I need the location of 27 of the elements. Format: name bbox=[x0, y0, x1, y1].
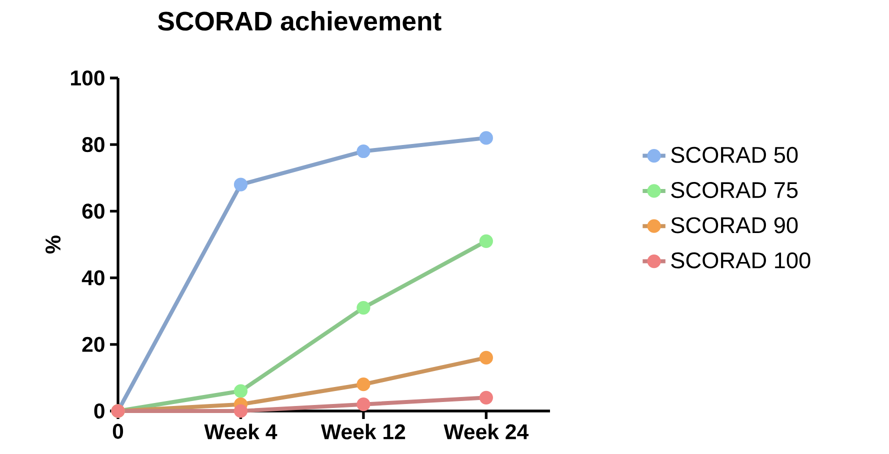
x-tick-label: Week 24 bbox=[444, 424, 529, 440]
point bbox=[234, 178, 248, 192]
legend-label: SCORAD 50 bbox=[671, 146, 798, 163]
y-tick-label: 0 bbox=[94, 403, 104, 419]
point bbox=[356, 378, 370, 392]
y-tick-label: 60 bbox=[82, 204, 104, 219]
legend-label: SCORAD 100 bbox=[671, 252, 810, 268]
x-tick-label: 0 bbox=[112, 424, 124, 439]
point bbox=[479, 234, 493, 248]
point bbox=[234, 404, 248, 418]
y-tick-label: 40 bbox=[82, 270, 104, 286]
y-tick-label: 100 bbox=[71, 70, 104, 86]
point bbox=[356, 300, 370, 315]
point bbox=[234, 384, 248, 398]
chart-title: SCORAD achievement bbox=[158, 11, 442, 31]
legend-label: SCORAD 90 bbox=[671, 217, 798, 234]
point bbox=[479, 350, 493, 365]
y-tick-label: 20 bbox=[82, 336, 104, 352]
y-axis-title: % bbox=[46, 236, 61, 254]
point bbox=[479, 131, 493, 145]
legend-label: SCORAD 75 bbox=[671, 182, 798, 198]
point bbox=[356, 144, 370, 158]
x-tick-label: Week 4 bbox=[204, 424, 278, 440]
point bbox=[356, 398, 370, 412]
y-tick-label: 80 bbox=[82, 137, 104, 152]
x-tick-label: Week 12 bbox=[320, 424, 406, 440]
point bbox=[479, 390, 493, 404]
